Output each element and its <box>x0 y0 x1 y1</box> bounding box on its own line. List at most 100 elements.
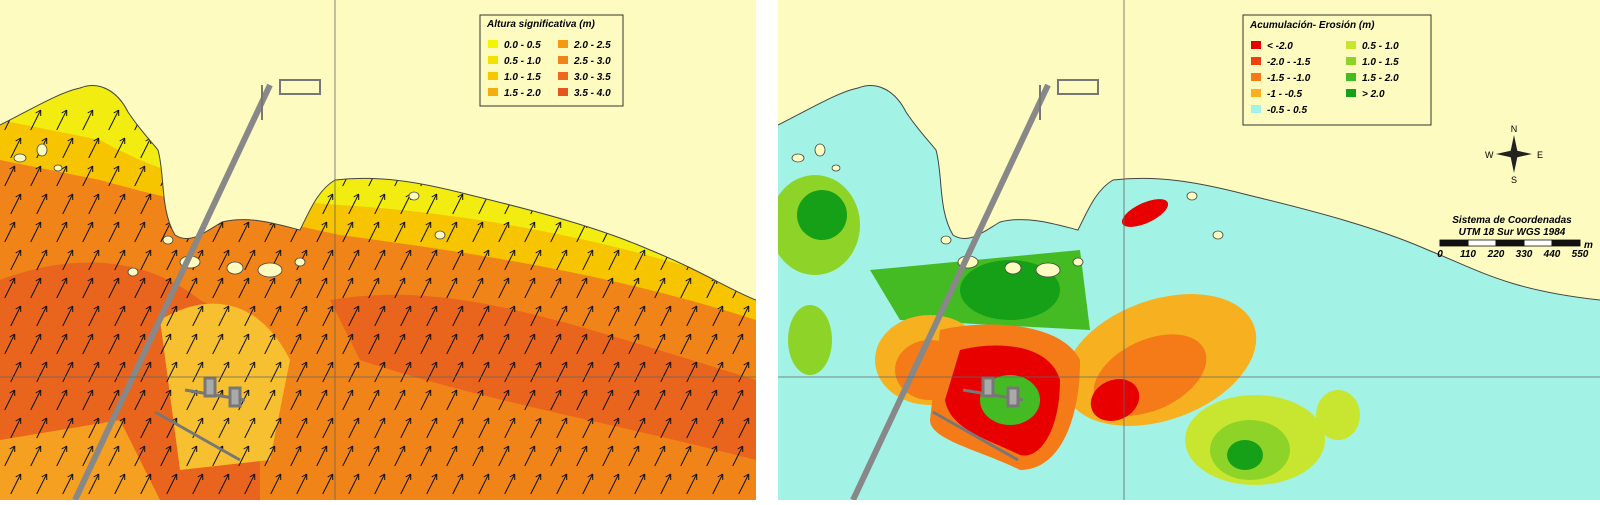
arrow <box>30 221 42 243</box>
arrow <box>608 249 620 271</box>
arrow <box>524 445 536 467</box>
legend-items: 0.0 - 0.5 0.5 - 1.0 1.0 - 1.5 1.5 - 2.0 2.0 … <box>488 40 611 99</box>
arrow <box>608 473 620 495</box>
arrow <box>374 361 386 383</box>
arrow <box>368 333 380 355</box>
arrow <box>134 445 146 467</box>
legend-label: 0.0 - 0.5 <box>504 40 541 51</box>
arrow <box>686 417 698 439</box>
arrow <box>10 417 22 439</box>
arrow <box>186 333 198 355</box>
arrow <box>420 333 432 355</box>
arrow <box>576 277 588 299</box>
arrow <box>88 249 100 271</box>
arrow <box>608 361 620 383</box>
arrow <box>602 389 614 411</box>
arrow <box>394 277 406 299</box>
arrow <box>36 249 48 271</box>
arrow <box>426 473 438 495</box>
arrow <box>30 165 42 187</box>
arrow <box>446 445 458 467</box>
arrow <box>706 333 718 355</box>
arrow <box>186 277 198 299</box>
arrow <box>446 333 458 355</box>
arrow <box>218 473 230 495</box>
coastline <box>0 84 756 301</box>
legend-title: Acumulación- Erosión (m) <box>1249 20 1375 31</box>
arrow <box>452 473 464 495</box>
arrow <box>30 389 42 411</box>
arrow <box>36 305 48 327</box>
arrow <box>322 473 334 495</box>
arrow <box>166 473 178 495</box>
arrow <box>4 389 16 411</box>
arrow <box>374 249 386 271</box>
arrow <box>108 109 120 131</box>
arrow <box>420 277 432 299</box>
arrow <box>56 277 68 299</box>
arrow <box>478 473 490 495</box>
arrow <box>342 277 354 299</box>
arrow <box>680 333 692 355</box>
arrow <box>10 361 22 383</box>
arrow <box>738 361 750 383</box>
arrow <box>290 445 302 467</box>
arrow <box>212 333 224 355</box>
arrow <box>192 473 204 495</box>
arrow <box>270 473 282 495</box>
arrow <box>368 221 380 243</box>
scale-label: 440 <box>1543 249 1561 260</box>
arrow <box>348 473 360 495</box>
arrow <box>30 109 42 131</box>
terminal <box>1057 79 1099 95</box>
arrow <box>400 361 412 383</box>
arrow <box>504 417 516 439</box>
scale-label: 220 <box>1487 249 1505 260</box>
scale-title: Sistema de Coordenadas <box>1452 215 1572 226</box>
legend-swatch <box>1251 105 1261 113</box>
arrow <box>374 193 386 215</box>
arrow <box>498 445 510 467</box>
arrow <box>290 277 302 299</box>
arrow <box>368 277 380 299</box>
arrow <box>608 305 620 327</box>
arrow <box>322 193 334 215</box>
terminal <box>279 79 321 95</box>
arrow <box>478 417 490 439</box>
arrow <box>524 221 536 243</box>
arrow <box>192 361 204 383</box>
arrow <box>140 417 152 439</box>
arrow <box>426 305 438 327</box>
legend-label: 2.5 - 3.0 <box>573 56 611 67</box>
arrow <box>498 277 510 299</box>
legend-swatch <box>488 40 498 48</box>
arrow <box>628 333 640 355</box>
arrow <box>706 389 718 411</box>
arrow <box>270 361 282 383</box>
scale-label: 110 <box>1460 249 1476 260</box>
legend-items: < -2.0 -2.0 - -1.5 -1.5 - -1.0 -1 - -0.5 -0.… <box>1251 41 1399 116</box>
arrow <box>56 389 68 411</box>
arrow <box>108 333 120 355</box>
arrow <box>550 277 562 299</box>
arrow <box>82 445 94 467</box>
arrow <box>140 361 152 383</box>
arrow <box>82 389 94 411</box>
arrow <box>680 445 692 467</box>
arrow <box>140 473 152 495</box>
arrow <box>160 333 172 355</box>
arrow <box>582 305 594 327</box>
arrow <box>10 473 22 495</box>
arrow <box>218 417 230 439</box>
arrow <box>244 473 256 495</box>
arrow <box>524 277 536 299</box>
arrow <box>394 389 406 411</box>
arrow <box>82 277 94 299</box>
legend-label: 1.0 - 1.5 <box>504 72 541 83</box>
arrow <box>478 305 490 327</box>
arrow <box>452 193 464 215</box>
arrow <box>270 305 282 327</box>
arrow <box>654 389 666 411</box>
arrow <box>238 277 250 299</box>
